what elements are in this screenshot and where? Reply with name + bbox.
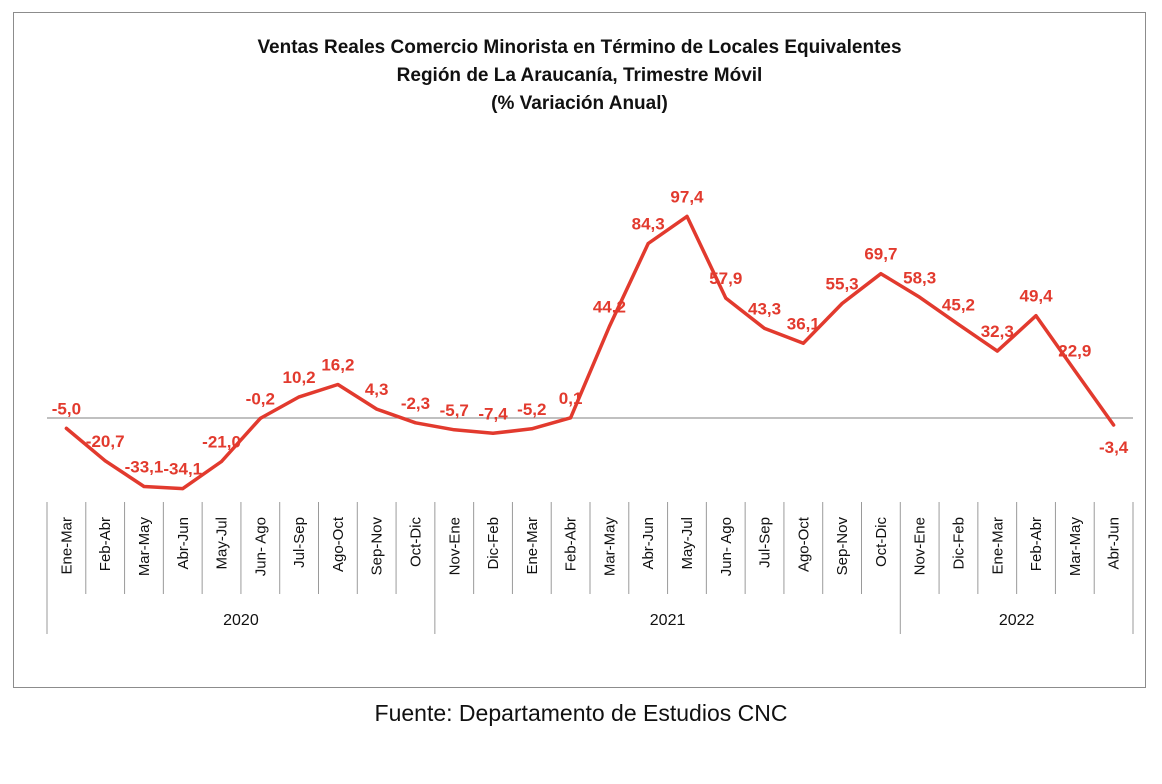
x-tick-label: Feb-Abr <box>563 517 580 571</box>
x-tick-label: Jun- Ago <box>252 517 269 576</box>
data-label: 43,3 <box>748 299 781 318</box>
data-label: 32,3 <box>981 322 1014 341</box>
x-tick-label: Feb-Abr <box>97 517 114 571</box>
data-label: 49,4 <box>1019 287 1053 306</box>
chart-title-line-2: Región de La Araucanía, Trimestre Móvil <box>396 65 763 86</box>
data-point <box>646 241 650 245</box>
x-tick-label: May-Jul <box>679 517 696 570</box>
series-line <box>64 214 1116 491</box>
data-label: 57,9 <box>709 269 742 288</box>
x-tick-label: Sep-Nov <box>369 517 386 576</box>
x-tick-label: Mar-May <box>601 517 618 577</box>
data-point <box>956 322 960 326</box>
data-point <box>607 325 611 329</box>
data-point <box>297 395 301 399</box>
data-point <box>879 272 883 276</box>
x-tick-label: Dic-Feb <box>485 517 502 570</box>
data-label: -5,0 <box>52 399 81 418</box>
chart-title-line-3: (% Variación Anual) <box>491 93 668 114</box>
x-tick-label: Ago-Oct <box>330 516 347 572</box>
data-point <box>258 416 262 420</box>
data-point <box>685 214 689 218</box>
x-tick-label: Nov-Ene <box>912 517 929 575</box>
data-label: -7,4 <box>478 404 508 423</box>
data-label: -33,1 <box>125 458 164 477</box>
data-point <box>413 421 417 425</box>
source-note: Fuente: Departamento de Estudios CNC <box>374 700 788 726</box>
x-tick-label: Ene-Mar <box>524 517 541 575</box>
data-label: -3,4 <box>1099 438 1129 457</box>
chart-title-line-1: Ventas Reales Comercio Minorista en Térm… <box>257 37 902 58</box>
data-label: -34,1 <box>163 460 202 479</box>
data-label: 44,2 <box>593 298 626 317</box>
x-tick-label: May-Jul <box>214 517 231 570</box>
data-label: 22,9 <box>1058 342 1091 361</box>
data-point <box>1073 369 1077 373</box>
x-tick-label: Dic-Feb <box>950 517 967 570</box>
x-tick-label: Abr-Jun <box>175 517 192 570</box>
x-tick-label: Nov-Ene <box>446 517 463 575</box>
x-tick-label: Jun- Ago <box>718 517 735 576</box>
year-label: 2021 <box>650 612 686 629</box>
x-tick-label: Ene-Mar <box>989 517 1006 575</box>
x-tick-label: Jul-Sep <box>291 517 308 568</box>
data-label: 36,1 <box>787 314 820 333</box>
data-label: 58,3 <box>903 268 936 287</box>
data-point <box>995 349 999 353</box>
data-point <box>491 431 495 435</box>
x-tick-label: Sep-Nov <box>834 517 851 576</box>
data-label: -21,0 <box>202 432 241 451</box>
data-point <box>569 416 573 420</box>
data-label: 84,3 <box>632 214 665 233</box>
year-label: 2022 <box>999 612 1035 629</box>
data-point <box>452 428 456 432</box>
data-point <box>142 485 146 489</box>
data-label: 4,3 <box>365 380 389 399</box>
data-label: 69,7 <box>864 245 897 264</box>
x-tick-label: Ago-Oct <box>795 516 812 572</box>
data-label: 97,4 <box>670 187 704 206</box>
data-point <box>530 427 534 431</box>
data-label: -2,3 <box>401 394 430 413</box>
data-point <box>1034 314 1038 318</box>
data-point <box>763 326 767 330</box>
x-tick-label: Mar-May <box>1067 517 1084 577</box>
x-tick-label: Ene-Mar <box>58 517 75 575</box>
data-label: -5,7 <box>440 401 469 420</box>
data-label: -0,2 <box>246 389 275 408</box>
x-tick-label: Abr-Jun <box>1106 517 1123 570</box>
data-label: 10,2 <box>283 368 316 387</box>
data-point <box>840 302 844 306</box>
data-label: 16,2 <box>321 355 354 374</box>
x-tick-label: Oct-Dic <box>873 517 890 567</box>
x-tick-label: Feb-Abr <box>1028 517 1045 571</box>
data-point <box>220 459 224 463</box>
data-label: -20,7 <box>86 432 125 451</box>
data-point <box>336 382 340 386</box>
data-point <box>1112 423 1116 427</box>
data-point <box>64 426 68 430</box>
x-tick-label: Abr-Jun <box>640 517 657 570</box>
chart-title: Ventas Reales Comercio Minorista en Térm… <box>13 34 1146 118</box>
data-label: 45,2 <box>942 295 975 314</box>
data-point <box>181 487 185 491</box>
data-point <box>724 296 728 300</box>
data-point <box>801 341 805 345</box>
year-label: 2020 <box>223 612 259 629</box>
data-label: 55,3 <box>826 275 859 294</box>
line-chart: Ene-Mar Feb-Abr Mar-May Abr-Jun May-Jul Jun- … <box>46 187 1134 634</box>
data-point <box>103 459 107 463</box>
data-label: 0,1 <box>559 389 583 408</box>
x-tick-label: Mar-May <box>136 517 153 577</box>
data-point <box>918 295 922 299</box>
x-tick-label: Oct-Dic <box>407 517 424 567</box>
data-point <box>375 407 379 411</box>
data-label: -5,2 <box>517 400 546 419</box>
x-tick-label: Jul-Sep <box>757 517 774 568</box>
